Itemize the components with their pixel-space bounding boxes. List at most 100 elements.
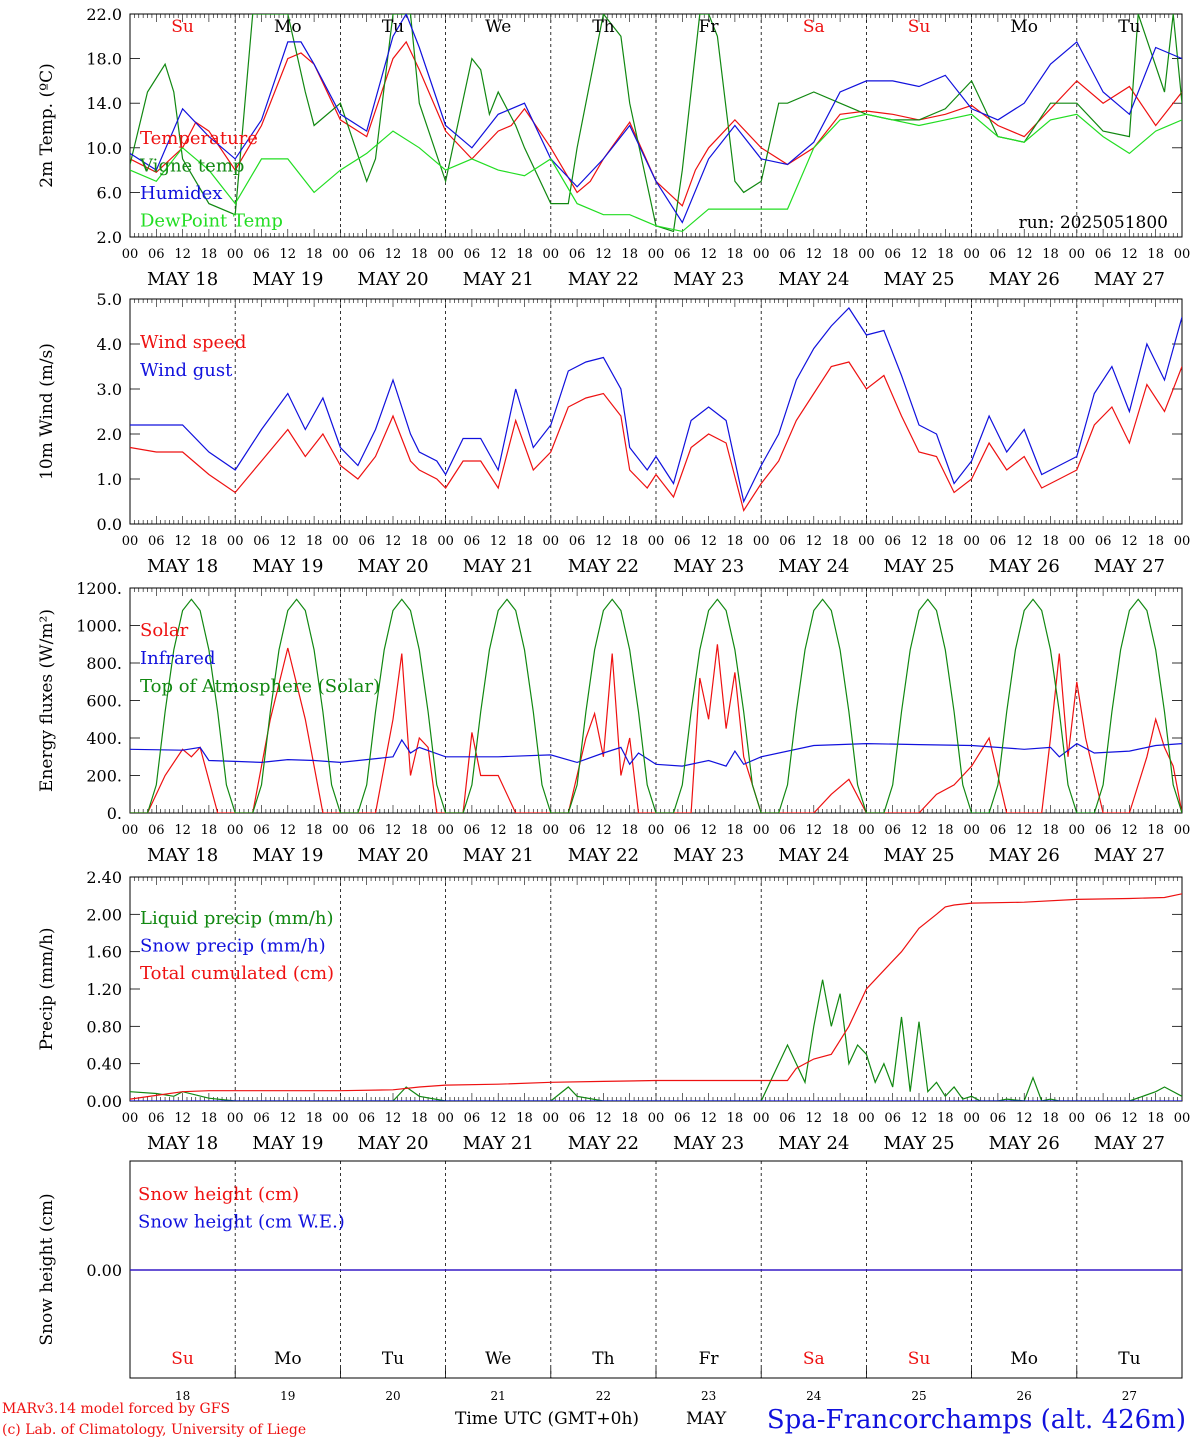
hour-tick-label: 00 <box>122 1111 139 1126</box>
hour-tick-label: 00 <box>122 247 139 262</box>
weekday-label: Su <box>908 1349 931 1369</box>
series-line-top-of-atmosphere-solar- <box>130 598 1182 813</box>
hour-tick-label: 06 <box>674 534 691 549</box>
y-tick-label: 0.00 <box>86 1261 122 1280</box>
hour-tick-label: 12 <box>490 534 507 549</box>
weekday-label: Fr <box>699 1349 720 1369</box>
hour-tick-label: 06 <box>779 247 796 262</box>
hour-tick-label: 18 <box>937 823 954 838</box>
series-group <box>130 307 1182 512</box>
hour-tick-label: 12 <box>700 823 717 838</box>
hour-tick-label: 00 <box>963 1111 980 1126</box>
panels: 2.0 6.0 10.0 14.0 18.0 22.0 2m Temp. (ºC) Tempe… <box>37 5 1190 1403</box>
weekday-label: Mo <box>1010 17 1038 37</box>
hour-tick-label: 18 <box>832 1111 849 1126</box>
panel-3: 0. 200. 400. 600. 800. 1000. 1200. Energy fluxe… <box>37 579 1190 866</box>
weekday-label: Sa <box>803 17 825 37</box>
date-label: MAY 23 <box>673 1133 744 1154</box>
weekday-label: Mo <box>274 1349 302 1369</box>
day-number-label: 22 <box>596 1389 611 1403</box>
date-label: MAY 20 <box>357 556 428 577</box>
hour-tick-label: 12 <box>911 1111 928 1126</box>
legend-entry: Vigne temp <box>139 156 244 177</box>
y-tick-label: 18.0 <box>86 50 122 69</box>
hour-tick-label: 06 <box>464 247 481 262</box>
hour-tick-label: 12 <box>595 1111 612 1126</box>
hour-tick-label: 00 <box>1174 247 1191 262</box>
weekday-label: Mo <box>1010 1349 1038 1369</box>
hour-tick-label: 18 <box>727 1111 744 1126</box>
footer-credit-line2: (c) Lab. of Climatology, University of L… <box>2 1422 306 1438</box>
hour-tick-label: 00 <box>648 1111 665 1126</box>
hour-tick-label: 18 <box>832 247 849 262</box>
hour-tick-label: 00 <box>753 247 770 262</box>
hour-tick-label: 12 <box>1121 1111 1138 1126</box>
legend-entry: Humidex <box>140 183 222 204</box>
date-label: MAY 25 <box>883 556 954 577</box>
hour-tick-label: 00 <box>963 247 980 262</box>
hour-tick-label: 12 <box>1016 534 1033 549</box>
y-tick-label: 0. <box>107 804 122 823</box>
date-label: MAY 26 <box>989 556 1060 577</box>
series-line-vigne-temp <box>130 14 1182 233</box>
hour-tick-label: 00 <box>1069 1111 1086 1126</box>
hour-tick-label: 18 <box>201 247 218 262</box>
hour-tick-label: 06 <box>1095 1111 1112 1126</box>
hour-tick-label: 12 <box>806 247 823 262</box>
hour-tick-label: 12 <box>595 247 612 262</box>
hour-tick-label: 00 <box>543 1111 560 1126</box>
series-group <box>130 14 1182 233</box>
hour-tick-label: 06 <box>464 1111 481 1126</box>
hour-tick-label: 00 <box>543 534 560 549</box>
hour-tick-label: 12 <box>700 534 717 549</box>
day-number-label: 20 <box>385 1389 400 1403</box>
hour-tick-label: 06 <box>674 823 691 838</box>
hour-tick-label: 00 <box>437 1111 454 1126</box>
series-line-solar <box>130 644 1182 813</box>
series-group <box>130 598 1182 813</box>
hour-tick-label: 18 <box>516 823 533 838</box>
hour-tick-label: 12 <box>1016 823 1033 838</box>
hour-tick-label: 12 <box>1121 534 1138 549</box>
day-number-label: 24 <box>806 1389 822 1403</box>
hour-tick-label: 18 <box>201 534 218 549</box>
hour-tick-label: 18 <box>411 247 428 262</box>
date-label: MAY 21 <box>463 269 534 290</box>
date-label: MAY 25 <box>883 1133 954 1154</box>
date-label: MAY 24 <box>778 556 849 577</box>
hour-tick-label: 18 <box>1147 823 1164 838</box>
hour-tick-label: 06 <box>779 1111 796 1126</box>
hour-tick-label: 12 <box>490 823 507 838</box>
hour-tick-label: 06 <box>884 1111 901 1126</box>
hour-tick-label: 00 <box>648 823 665 838</box>
legend-entry: Snow height (cm W.E.) <box>138 1212 345 1233</box>
y-tick-label: 600. <box>86 692 122 711</box>
date-label: MAY 22 <box>568 845 639 866</box>
weekday-label: Th <box>592 17 614 37</box>
hour-tick-label: 12 <box>490 247 507 262</box>
hour-tick-label: 18 <box>201 823 218 838</box>
hour-tick-label: 12 <box>806 1111 823 1126</box>
hour-tick-label: 00 <box>963 534 980 549</box>
hour-tick-label: 06 <box>674 1111 691 1126</box>
hour-tick-label: 18 <box>937 534 954 549</box>
weekday-label: Tu <box>382 1349 404 1369</box>
hour-tick-label: 18 <box>1042 534 1059 549</box>
hour-tick-label: 12 <box>911 247 928 262</box>
date-label: MAY 21 <box>463 1133 534 1154</box>
hour-tick-label: 00 <box>1174 823 1191 838</box>
panel-1: 2.0 6.0 10.0 14.0 18.0 22.0 2m Temp. (ºC) Tempe… <box>37 5 1190 290</box>
hour-tick-label: 00 <box>332 823 349 838</box>
hour-tick-label: 00 <box>1069 534 1086 549</box>
legend-entry: Snow precip (mm/h) <box>140 936 326 957</box>
weekday-label: Tu <box>1118 1349 1140 1369</box>
weekday-label: We <box>485 1349 511 1369</box>
date-label: MAY 20 <box>357 269 428 290</box>
hour-tick-label: 18 <box>621 1111 638 1126</box>
hour-tick-label: 12 <box>700 1111 717 1126</box>
legend-entry: Total cumulated (cm) <box>140 963 334 984</box>
date-label: MAY 18 <box>147 845 218 866</box>
date-label: MAY 25 <box>883 845 954 866</box>
hour-tick-label: 00 <box>753 1111 770 1126</box>
